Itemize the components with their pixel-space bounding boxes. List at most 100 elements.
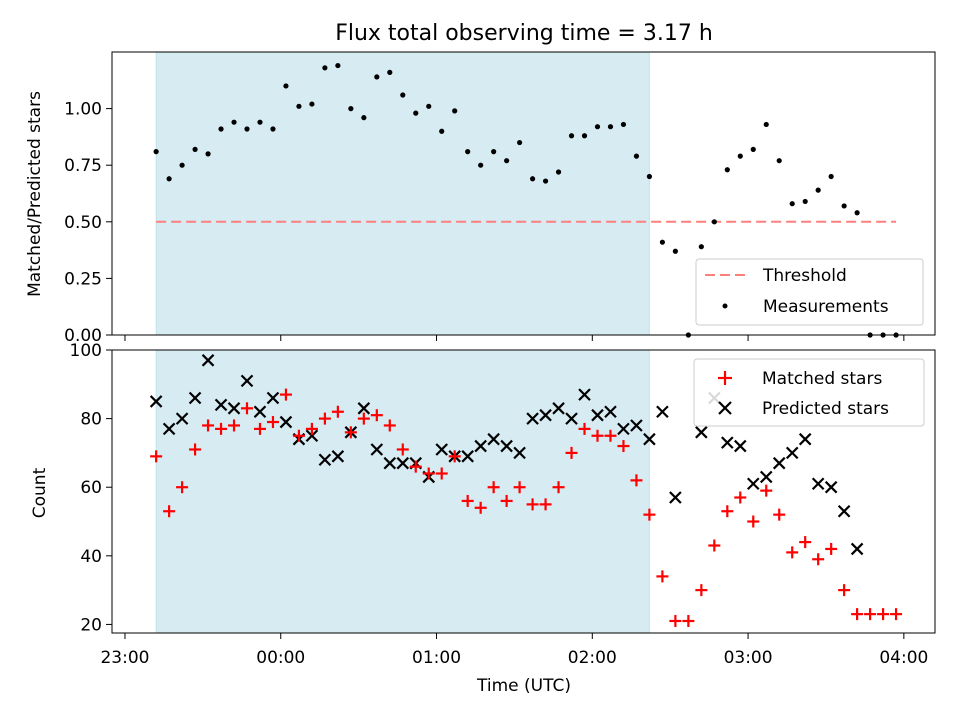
legend-matched-label: Matched stars — [762, 369, 882, 389]
matched-star-marker — [890, 608, 903, 621]
matched-star-marker — [578, 422, 591, 435]
measurement-point — [335, 62, 341, 69]
predicted-star-marker — [617, 422, 630, 436]
matched-star-marker — [734, 491, 747, 504]
bottom-y-tick-label: 80 — [80, 410, 102, 430]
matched-star-marker — [656, 570, 669, 583]
bottom-observing-window-shade — [155, 349, 650, 634]
bottom-y-tick-label: 40 — [80, 547, 102, 567]
predicted-star-marker — [240, 374, 254, 388]
x-tick-label: 01:00 — [412, 648, 461, 668]
bottom-y-axis-label: Count — [30, 467, 50, 518]
matched-star-marker — [877, 608, 890, 621]
matched-star-marker — [150, 450, 163, 463]
predicted-star-marker — [630, 419, 643, 432]
x-tick-label: 00:00 — [256, 648, 305, 668]
predicted-star-marker — [383, 456, 397, 470]
predicted-star-marker — [746, 477, 760, 491]
bottom-y-tick-label: 100 — [70, 341, 102, 361]
matched-star-marker — [228, 419, 241, 432]
measurement-point — [763, 121, 769, 128]
measurement-point — [257, 119, 263, 125]
predicted-star-marker — [370, 443, 384, 456]
predicted-star-marker — [669, 491, 682, 504]
measurement-point — [426, 103, 432, 109]
predicted-star-marker — [734, 439, 747, 453]
predicted-star-marker — [578, 388, 591, 401]
measurement-point — [633, 153, 640, 159]
matched-star-marker — [422, 467, 435, 480]
matched-star-marker — [344, 426, 357, 439]
predicted-star-marker — [772, 456, 786, 470]
measurement-point — [153, 149, 159, 155]
measurement-point — [711, 219, 717, 225]
measurement-point — [750, 146, 756, 152]
matched-star-marker — [513, 481, 526, 494]
top-observing-window-shade — [155, 51, 650, 336]
measurement-point — [296, 103, 302, 109]
predicted-star-marker — [487, 432, 500, 446]
matched-star-marker — [266, 416, 279, 429]
measurement-point — [659, 239, 665, 245]
predicted-star-marker — [591, 408, 604, 422]
matched-star-marker — [461, 494, 474, 507]
matched-star-marker — [539, 498, 552, 511]
measurement-point — [387, 69, 393, 75]
measurement-point — [309, 101, 315, 107]
predicted-star-marker — [526, 412, 539, 425]
matched-star-marker — [552, 481, 565, 494]
matched-star-marker — [812, 553, 825, 566]
predicted-star-marker — [253, 405, 267, 419]
measurement-point — [400, 92, 406, 98]
bottom-panel: 20 40 60 80 100 23:00 00:00 01:00 02:00 03:00 04:… — [70, 341, 936, 668]
measurement-point — [283, 83, 289, 89]
matched-star-markers — [150, 388, 903, 627]
predicted-star-marker — [798, 432, 812, 446]
predicted-star-marker — [357, 402, 371, 415]
measurement-point — [491, 149, 497, 155]
matched-star-marker — [526, 498, 539, 511]
measurement-point — [374, 74, 380, 80]
measurement-point — [529, 176, 536, 182]
measurement-point — [205, 151, 211, 157]
matched-star-marker — [617, 440, 630, 453]
matched-star-marker — [176, 481, 189, 494]
matched-star-marker — [669, 614, 682, 627]
matched-star-marker — [864, 608, 877, 621]
measurement-point — [478, 162, 484, 168]
matched-star-marker — [851, 608, 864, 621]
predicted-star-marker — [396, 456, 410, 470]
matched-star-marker — [747, 515, 760, 528]
predicted-star-marker — [162, 422, 176, 436]
matched-star-marker — [189, 443, 202, 456]
bottom-y-tick-label: 60 — [80, 478, 102, 498]
measurement-point — [555, 169, 562, 175]
matched-star-marker — [357, 412, 370, 425]
measurement-point — [581, 133, 588, 139]
matched-star-marker — [292, 429, 305, 442]
predicted-star-marker — [721, 436, 734, 449]
matched-star-marker — [305, 422, 318, 435]
measurement-point — [504, 158, 510, 164]
legend-threshold-label: Threshold — [762, 266, 847, 286]
bottom-y-ticks: 20 40 60 80 100 — [70, 341, 112, 635]
measurement-point — [698, 244, 704, 250]
matched-star-marker — [565, 446, 578, 459]
legend-measurements-label: Measurements — [763, 297, 889, 317]
matched-star-marker — [241, 402, 254, 415]
measurement-point — [361, 115, 367, 121]
matched-star-marker — [474, 501, 487, 514]
predicted-star-marker — [149, 395, 163, 408]
measurement-point — [231, 119, 237, 125]
matched-star-marker — [383, 419, 396, 432]
measurement-point — [542, 178, 549, 184]
predicted-star-marker — [513, 446, 526, 460]
top-panel: 0.00 0.25 0.50 0.75 1.00 Threshold Measureme… — [64, 51, 936, 346]
predicted-star-marker — [785, 446, 799, 460]
x-tick-label: 04:00 — [879, 648, 928, 668]
measurement-point — [179, 162, 185, 168]
legend-measurements-swatch — [722, 303, 728, 309]
matched-star-marker — [604, 429, 617, 442]
